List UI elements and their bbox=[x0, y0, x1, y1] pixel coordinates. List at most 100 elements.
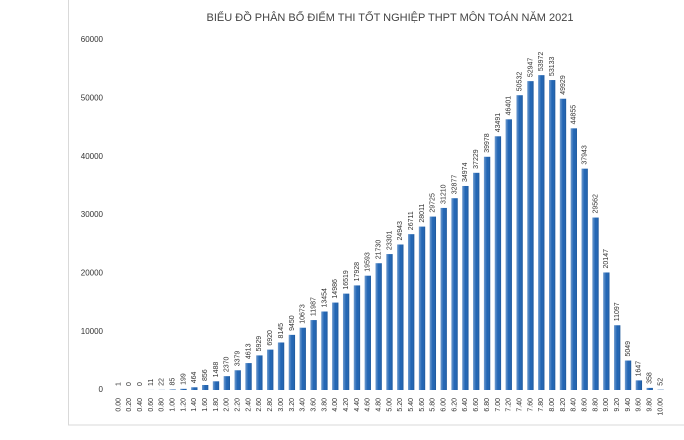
x-tick-label: 5.20 bbox=[397, 398, 404, 412]
x-tick-label: 7.00 bbox=[495, 398, 502, 412]
x-tick-label: 4.00 bbox=[332, 398, 339, 412]
x-tick-label: 6.80 bbox=[484, 398, 491, 412]
bar-shade bbox=[310, 320, 317, 390]
bar-shade bbox=[245, 363, 252, 390]
x-tick-label: 5.40 bbox=[408, 398, 415, 412]
x-tick-label: 9.00 bbox=[603, 398, 610, 412]
bar-shade bbox=[353, 285, 361, 390]
bar-shade bbox=[451, 198, 458, 390]
x-tick-label: 2.80 bbox=[267, 398, 274, 412]
bar-shade bbox=[191, 387, 198, 390]
value-label: 24943 bbox=[397, 221, 404, 241]
bar-shade bbox=[375, 263, 382, 390]
value-label: 6920 bbox=[267, 330, 274, 346]
bar-shade bbox=[429, 216, 437, 390]
x-tick-label: 3.20 bbox=[289, 398, 296, 412]
x-tick-label: 1.60 bbox=[202, 398, 209, 412]
value-label: 17928 bbox=[354, 262, 361, 282]
x-tick-label: 0.60 bbox=[148, 398, 155, 412]
bar-shade bbox=[505, 119, 512, 390]
value-label: 1 bbox=[115, 382, 122, 386]
value-label: 856 bbox=[202, 369, 209, 381]
value-label: 46401 bbox=[506, 96, 513, 116]
x-tick-label: 2.60 bbox=[256, 398, 263, 412]
value-label: 11097 bbox=[614, 302, 621, 321]
x-tick-label: 7.40 bbox=[516, 398, 523, 412]
bar-shade bbox=[386, 254, 393, 390]
value-label: 1488 bbox=[213, 362, 220, 378]
bar-shade bbox=[559, 98, 567, 390]
bar-shade bbox=[646, 387, 653, 390]
x-tick-label: 7.60 bbox=[527, 398, 534, 412]
value-label: 4613 bbox=[245, 343, 252, 359]
value-label: 0 bbox=[126, 382, 133, 386]
value-label: 44855 bbox=[571, 105, 578, 125]
value-label: 16519 bbox=[343, 270, 350, 290]
x-tick-label: 1.40 bbox=[191, 398, 198, 412]
bar-shade bbox=[462, 185, 469, 390]
x-tick-label: 1.80 bbox=[213, 398, 220, 412]
value-label: 11 bbox=[148, 379, 155, 386]
bar-shade bbox=[603, 272, 610, 390]
x-tick-label: 1.20 bbox=[180, 398, 187, 412]
value-label: 0 bbox=[137, 382, 144, 386]
x-tick-label: 1.00 bbox=[169, 398, 176, 412]
value-label: 32877 bbox=[451, 175, 458, 195]
value-label: 5929 bbox=[256, 336, 263, 352]
x-tick-label: 0.80 bbox=[159, 398, 166, 412]
x-tick-label: 2.00 bbox=[224, 398, 231, 412]
x-tick-label: 9.60 bbox=[636, 398, 643, 412]
value-label: 19593 bbox=[365, 252, 372, 272]
bar-shade bbox=[397, 244, 404, 390]
value-label: 26711 bbox=[408, 211, 415, 230]
x-tick-label: 3.00 bbox=[278, 398, 285, 412]
x-tick-label: 9.40 bbox=[625, 398, 632, 412]
bar-shade bbox=[223, 376, 230, 390]
value-label: 22 bbox=[159, 378, 166, 386]
x-tick-label: 7.80 bbox=[538, 398, 545, 412]
x-tick-label: 10.00 bbox=[657, 398, 664, 416]
y-tick-label: 60000 bbox=[81, 35, 104, 44]
bar-shade bbox=[494, 136, 502, 390]
bar-shade bbox=[364, 275, 371, 390]
bar-shade bbox=[277, 342, 285, 390]
x-tick-label: 9.20 bbox=[614, 398, 621, 412]
x-tick-label: 3.60 bbox=[310, 398, 317, 412]
x-tick-label: 3.80 bbox=[321, 398, 328, 412]
bar-shade bbox=[473, 172, 480, 390]
y-tick-label: 0 bbox=[99, 385, 104, 394]
bar-shade bbox=[624, 360, 632, 390]
x-tick-label: 4.60 bbox=[365, 398, 372, 412]
value-label: 85 bbox=[169, 378, 176, 386]
bar-shade bbox=[516, 95, 523, 390]
bar-shade bbox=[180, 388, 187, 390]
bar-shade bbox=[570, 128, 577, 391]
bar-shade bbox=[538, 75, 545, 390]
value-label: 11987 bbox=[310, 297, 317, 316]
value-label: 39978 bbox=[484, 133, 491, 153]
bar-shade bbox=[299, 327, 306, 390]
bar-shade bbox=[549, 80, 556, 391]
value-label: 464 bbox=[191, 372, 198, 384]
x-tick-label: 8.60 bbox=[582, 398, 589, 412]
value-label: 8145 bbox=[278, 323, 285, 339]
value-label: 52947 bbox=[527, 58, 534, 78]
bar-shade bbox=[418, 226, 426, 390]
value-label: 358 bbox=[647, 372, 654, 384]
x-tick-label: 2.40 bbox=[245, 398, 252, 412]
bar-shade bbox=[408, 234, 415, 390]
bar-shade bbox=[592, 217, 599, 390]
x-tick-label: 6.40 bbox=[462, 398, 469, 412]
bar-shade bbox=[332, 302, 339, 390]
bar-shade bbox=[321, 311, 328, 390]
bar-shade bbox=[256, 355, 263, 390]
x-tick-label: 9.80 bbox=[647, 398, 654, 412]
value-label: 53133 bbox=[549, 56, 556, 76]
x-tick-label: 2.20 bbox=[235, 398, 242, 412]
x-tick-label: 4.80 bbox=[376, 398, 383, 412]
bar-shade bbox=[267, 349, 274, 390]
bar-shade bbox=[288, 334, 296, 390]
value-label: 10673 bbox=[300, 304, 307, 324]
x-tick-label: 6.00 bbox=[441, 398, 448, 412]
